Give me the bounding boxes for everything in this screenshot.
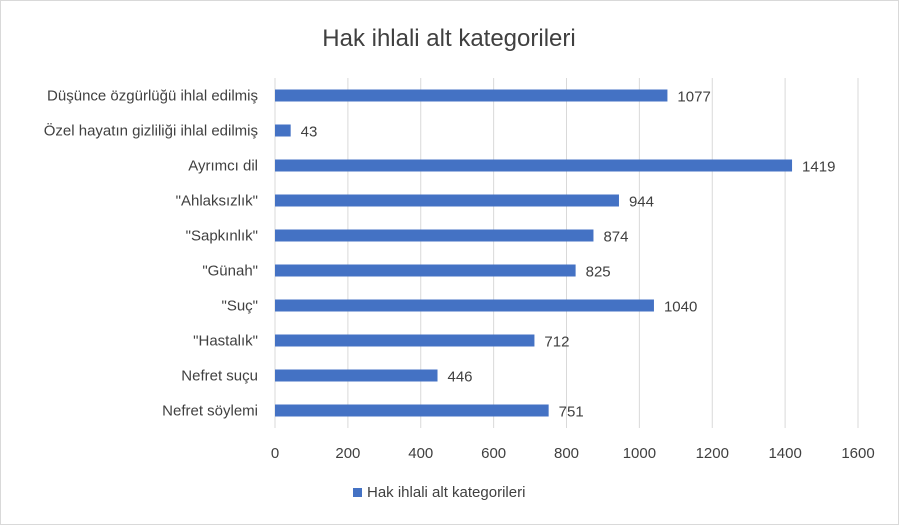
bar bbox=[275, 89, 668, 102]
bar bbox=[275, 194, 619, 207]
bar bbox=[275, 404, 549, 417]
data-label: 43 bbox=[301, 124, 318, 141]
x-tick-label: 1000 bbox=[623, 445, 656, 462]
data-label: 874 bbox=[603, 229, 628, 246]
bar bbox=[275, 264, 576, 277]
data-label: 825 bbox=[586, 264, 611, 281]
bar bbox=[275, 124, 291, 137]
legend-swatch bbox=[353, 488, 362, 497]
x-tick-label: 600 bbox=[481, 445, 506, 462]
y-category-label: "Ahlaksızlık" bbox=[176, 193, 258, 210]
chart-title: Hak ihlali alt kategorileri bbox=[322, 25, 575, 52]
y-category-label: "Günah" bbox=[202, 263, 258, 280]
x-tick-label: 1200 bbox=[696, 445, 729, 462]
x-tick-label: 0 bbox=[271, 445, 279, 462]
bar bbox=[275, 334, 535, 347]
y-category-label: "Sapkınlık" bbox=[186, 228, 258, 245]
bar bbox=[275, 229, 594, 242]
bar bbox=[275, 159, 793, 172]
y-category-label: Ayrımcı dil bbox=[188, 158, 258, 175]
x-tick-label: 1400 bbox=[768, 445, 801, 462]
data-label: 446 bbox=[448, 369, 473, 386]
data-label: 712 bbox=[544, 334, 569, 351]
data-label: 1040 bbox=[664, 299, 697, 316]
data-label: 1419 bbox=[802, 159, 835, 176]
bar bbox=[275, 299, 654, 312]
y-category-label: "Hastalık" bbox=[193, 333, 258, 350]
bar bbox=[275, 369, 438, 382]
x-tick-label: 400 bbox=[408, 445, 433, 462]
data-label: 1077 bbox=[677, 89, 710, 106]
x-tick-label: 800 bbox=[554, 445, 579, 462]
y-category-label: Nefret suçu bbox=[181, 368, 258, 385]
legend-label: Hak ihlali alt kategorileri bbox=[367, 484, 525, 501]
x-tick-label: 1600 bbox=[841, 445, 874, 462]
y-category-label: Özel hayatın gizliliği ihlal edilmiş bbox=[44, 122, 258, 140]
y-category-label: Nefret söylemi bbox=[162, 403, 258, 420]
y-category-label: "Suç" bbox=[222, 298, 259, 315]
x-tick-label: 200 bbox=[335, 445, 360, 462]
data-label: 751 bbox=[559, 404, 584, 421]
data-label: 944 bbox=[629, 194, 654, 211]
y-category-label: Düşünce özgürlüğü ihlal edilmiş bbox=[47, 88, 258, 105]
legend: Hak ihlali alt kategorileri bbox=[353, 484, 525, 501]
